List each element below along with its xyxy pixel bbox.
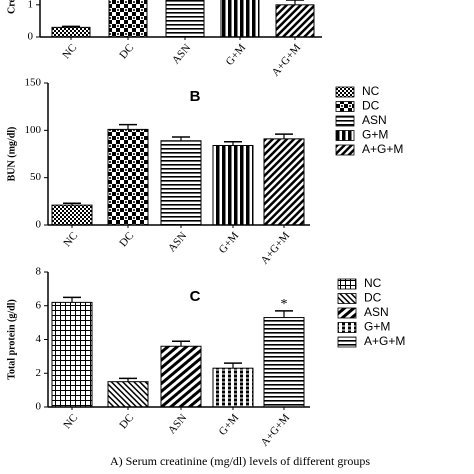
x-tick-label: G+M bbox=[217, 230, 242, 256]
bar bbox=[212, 367, 254, 408]
bar-group bbox=[160, 340, 202, 408]
legend-label: ASN bbox=[364, 305, 389, 319]
legend-swatch bbox=[335, 130, 355, 141]
panel-title: B bbox=[190, 88, 201, 105]
legend-swatch bbox=[337, 278, 357, 290]
x-tick-label: A+G+M bbox=[259, 230, 293, 267]
caption: A) Serum creatinine (mg/dl) levels of di… bbox=[110, 454, 370, 468]
annotation: * bbox=[281, 297, 288, 312]
x-tick-label: NC bbox=[61, 230, 80, 249]
legend-label: G+M bbox=[362, 128, 388, 142]
legend-swatch bbox=[335, 101, 355, 112]
x-tick-label: ASN bbox=[170, 42, 193, 67]
legend-label: G+M bbox=[364, 320, 390, 334]
x-tick-label: DC bbox=[117, 412, 136, 431]
x-tick-label: ASN bbox=[166, 412, 189, 437]
bar-group bbox=[160, 136, 202, 226]
bar bbox=[220, 0, 260, 38]
legend-swatch bbox=[335, 115, 355, 127]
bar bbox=[160, 345, 202, 408]
panel: Cre 0 1 NC DC ASN G+M A+G+M bbox=[6, 0, 322, 79]
bar-group bbox=[51, 296, 93, 408]
bar bbox=[263, 317, 305, 408]
legend-label: ASN bbox=[362, 113, 387, 127]
bar-group bbox=[107, 377, 149, 408]
bar bbox=[107, 381, 149, 408]
bar bbox=[108, 0, 148, 38]
legend-label: DC bbox=[364, 291, 382, 305]
x-tick-label: NC bbox=[61, 412, 80, 431]
bar bbox=[212, 144, 254, 226]
bar bbox=[51, 204, 93, 226]
bar-group bbox=[51, 202, 93, 226]
x-tick-label: NC bbox=[60, 42, 79, 61]
bar-group bbox=[165, 0, 205, 38]
bar-group bbox=[107, 123, 149, 226]
x-tick-label: DC bbox=[117, 230, 136, 249]
legend-label: DC bbox=[362, 99, 380, 113]
y-tick-label: 50 bbox=[30, 171, 42, 183]
y-tick-label: 4 bbox=[36, 333, 42, 345]
x-tick-label: G+M bbox=[217, 412, 242, 438]
bar-group bbox=[212, 140, 254, 226]
legend-swatch bbox=[337, 336, 357, 348]
legend-label: NC bbox=[362, 84, 380, 98]
legend-swatch bbox=[335, 144, 355, 156]
bar-group bbox=[51, 25, 91, 38]
y-axis-label: BUN (mg/dl) bbox=[6, 127, 17, 182]
y-tick-label: 8 bbox=[36, 266, 42, 278]
x-tick-label: G+M bbox=[224, 42, 249, 68]
y-tick-label: 0 bbox=[36, 219, 42, 231]
bar bbox=[160, 140, 202, 226]
legend-swatch bbox=[335, 86, 355, 98]
bar bbox=[263, 138, 305, 226]
y-tick-label: 100 bbox=[25, 124, 42, 136]
bar-group bbox=[220, 0, 260, 38]
bar bbox=[51, 301, 93, 408]
bar bbox=[165, 0, 205, 38]
y-tick-label: 0 bbox=[28, 31, 34, 43]
y-tick-label: 6 bbox=[36, 299, 42, 311]
legend-swatch bbox=[337, 307, 357, 319]
y-axis-label: Total protein (g/dl) bbox=[6, 299, 17, 380]
bar-group bbox=[108, 0, 148, 38]
bar bbox=[107, 128, 149, 226]
legend-swatch bbox=[337, 293, 357, 304]
y-tick-label: 150 bbox=[25, 77, 42, 89]
bar bbox=[275, 4, 315, 38]
bar-group bbox=[263, 133, 305, 226]
panel-title: C bbox=[190, 288, 201, 305]
x-tick-label: A+G+M bbox=[259, 412, 293, 449]
bar-group bbox=[275, 0, 315, 38]
y-tick-label: 1 bbox=[28, 0, 34, 10]
y-axis-label: Cre bbox=[6, 0, 17, 14]
bar-group bbox=[263, 310, 305, 408]
bar-group bbox=[212, 362, 254, 408]
x-tick-label: ASN bbox=[166, 230, 189, 255]
x-tick-label: A+G+M bbox=[270, 42, 304, 79]
y-tick-label: 2 bbox=[36, 367, 42, 379]
y-tick-label: 0 bbox=[36, 401, 42, 413]
legend-label: NC bbox=[364, 276, 382, 290]
x-tick-label: DC bbox=[117, 42, 136, 61]
legend-label: A+G+M bbox=[362, 142, 403, 156]
legend-swatch bbox=[337, 322, 357, 333]
bar bbox=[51, 26, 91, 38]
legend-label: A+G+M bbox=[364, 334, 405, 348]
